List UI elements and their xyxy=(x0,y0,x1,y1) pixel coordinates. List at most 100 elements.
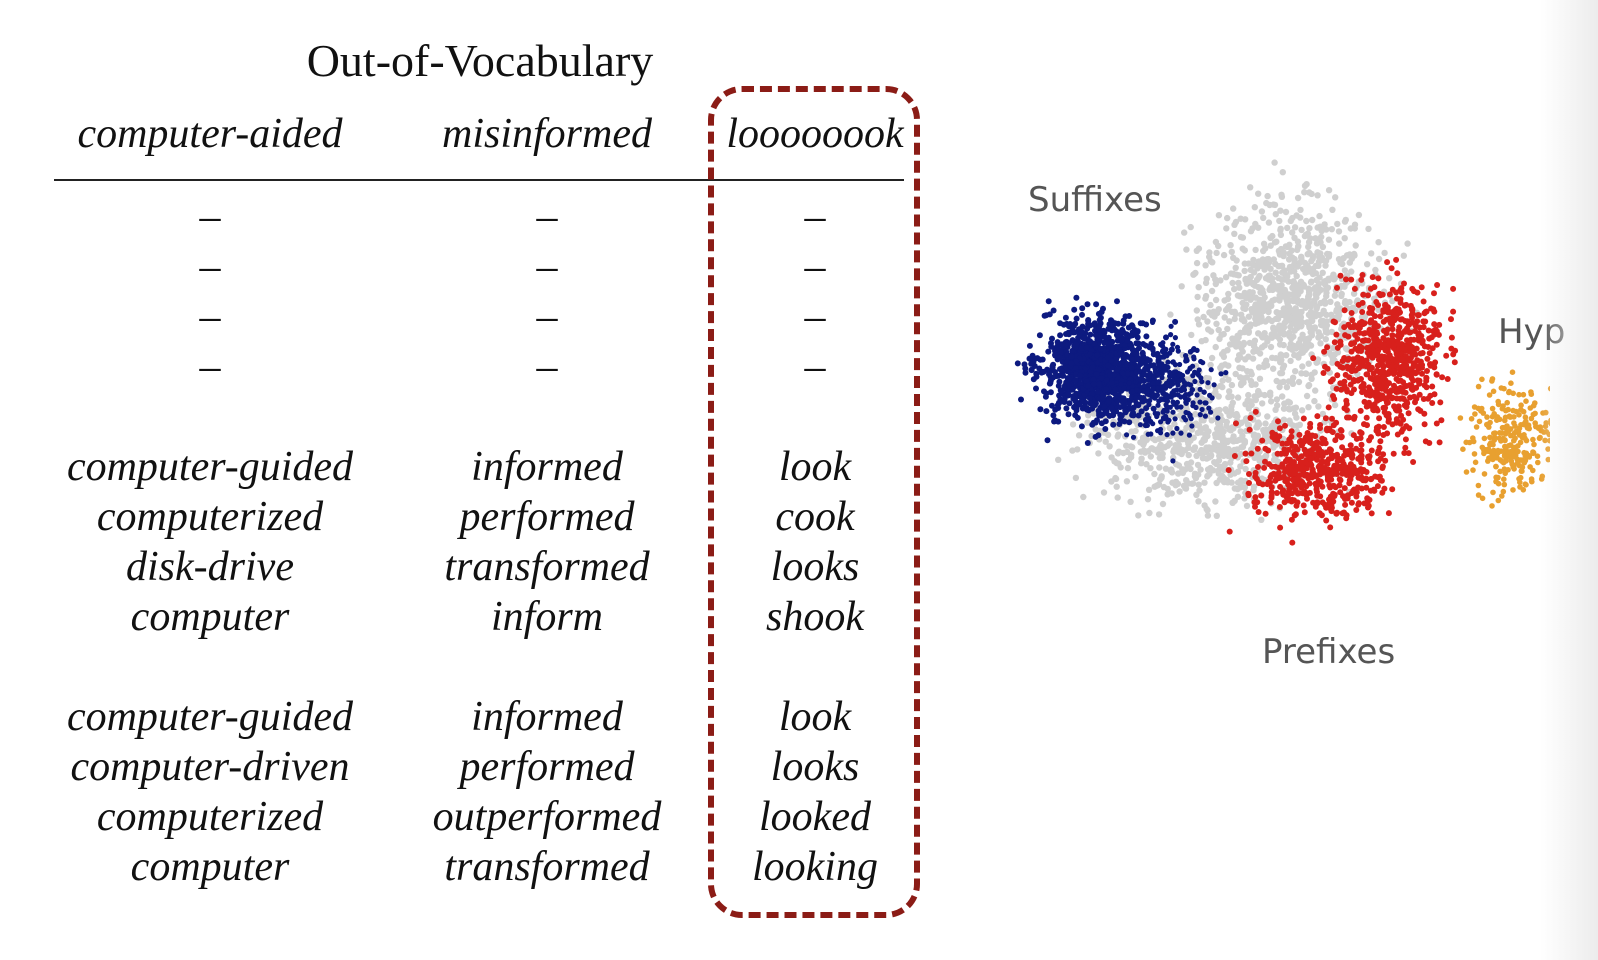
scatter-point xyxy=(1248,381,1255,388)
scatter-point xyxy=(1220,251,1228,259)
scatter-point xyxy=(1234,394,1242,401)
scatter-point xyxy=(1122,407,1128,413)
scatter-point xyxy=(1328,508,1335,515)
scatter-point xyxy=(1230,425,1237,432)
scatter-point xyxy=(1321,300,1329,307)
scatter-point xyxy=(1323,286,1330,294)
scatter-point xyxy=(1489,503,1495,509)
scatter-point xyxy=(1334,284,1340,291)
scatter-point xyxy=(1318,318,1325,325)
scatter-point xyxy=(1079,311,1085,318)
scatter-point xyxy=(1146,344,1152,350)
scatter-point xyxy=(1228,406,1235,414)
scatter-point xyxy=(1040,368,1047,375)
scatter-point xyxy=(1306,225,1313,232)
scatter-point xyxy=(1270,285,1278,292)
scatter-point xyxy=(1230,205,1237,212)
scatter-point xyxy=(1330,470,1337,477)
scatter-point xyxy=(1202,262,1209,269)
scatter-point xyxy=(1252,246,1259,254)
scatter-point xyxy=(1448,316,1454,323)
scatter-point xyxy=(1283,384,1291,391)
scatter-point xyxy=(1502,470,1508,477)
scatter-point xyxy=(1376,415,1383,422)
scatter-point xyxy=(1301,509,1308,516)
scatter-point xyxy=(1532,400,1538,406)
scatter-point xyxy=(1314,356,1322,363)
scatter-point xyxy=(1355,301,1362,308)
scatter-point xyxy=(1431,290,1437,297)
scatter-point xyxy=(1204,473,1211,480)
scatter-point xyxy=(1346,251,1353,258)
scatter-point xyxy=(1199,406,1205,413)
scatter-point xyxy=(1251,281,1258,288)
scatter-point xyxy=(1227,242,1234,249)
scatter-point xyxy=(1224,214,1231,222)
scatter-point xyxy=(1308,462,1315,469)
scatter-point xyxy=(1089,364,1096,371)
scatter-point xyxy=(1409,344,1416,351)
scatter-point xyxy=(1370,370,1377,377)
scatter-point xyxy=(1416,380,1423,387)
neighbor-word-cell: informed xyxy=(471,444,623,490)
scatter-point xyxy=(1375,255,1383,263)
scatter-point xyxy=(1083,378,1090,385)
scatter-point xyxy=(1145,486,1153,493)
scatter-point xyxy=(1334,301,1341,308)
scatter-point xyxy=(1363,484,1370,491)
scatter-point xyxy=(1205,454,1212,461)
scatter-point xyxy=(1303,217,1310,225)
scatter-point xyxy=(1350,290,1358,297)
scatter-point xyxy=(1054,339,1061,346)
scatter-point xyxy=(1235,339,1242,346)
scatter-point xyxy=(1167,311,1174,318)
scatter-point xyxy=(1255,453,1262,460)
scatter-point xyxy=(1341,383,1348,390)
scatter-point xyxy=(1394,332,1401,339)
scatter-point xyxy=(1185,397,1191,403)
scatter-point xyxy=(1378,358,1385,365)
scatter-point xyxy=(1159,354,1165,360)
scatter-point xyxy=(1140,447,1148,454)
scatter-point xyxy=(1334,360,1341,367)
scatter-point xyxy=(1358,318,1365,325)
scatter-point xyxy=(1322,415,1329,422)
scatter-point xyxy=(1159,375,1165,381)
scatter-point xyxy=(1500,403,1506,409)
scatter-point xyxy=(1217,277,1224,284)
scatter-point xyxy=(1357,435,1364,441)
scatter-point xyxy=(1269,354,1276,361)
scatter-point xyxy=(1205,326,1212,333)
scatter-point xyxy=(1327,378,1334,385)
scatter-point xyxy=(1171,369,1177,375)
scatter-point xyxy=(1403,423,1410,430)
scatter-point xyxy=(1124,370,1131,377)
scatter-point xyxy=(1265,307,1272,314)
empty-neighbor-cell: – xyxy=(199,244,221,290)
scatter-point xyxy=(1229,335,1236,342)
scatter-point xyxy=(1251,393,1258,400)
scatter-point xyxy=(1135,364,1141,370)
scatter-point xyxy=(1254,306,1261,313)
scatter-point xyxy=(1475,492,1482,498)
scatter-point xyxy=(1526,425,1532,432)
scatter-point xyxy=(1486,392,1493,398)
scatter-point xyxy=(1501,476,1507,483)
scatter-point xyxy=(1065,411,1072,418)
scatter-point xyxy=(1093,301,1100,308)
scatter-point xyxy=(1325,404,1332,411)
scatter-point xyxy=(1353,489,1360,496)
scatter-point xyxy=(1309,270,1317,278)
scatter-point xyxy=(1402,444,1409,451)
scatter-point xyxy=(1278,450,1285,457)
scatter-point xyxy=(1201,479,1208,486)
scatter-point xyxy=(1227,459,1234,466)
scatter-point xyxy=(1434,282,1441,288)
scatter-point xyxy=(1234,468,1242,475)
scatter-point xyxy=(1166,424,1173,432)
scatter-point xyxy=(1279,488,1286,495)
scatter-point xyxy=(1481,435,1488,442)
scatter-point xyxy=(1300,281,1307,289)
scatter-point xyxy=(1414,289,1421,296)
scatter-point xyxy=(1271,159,1278,166)
